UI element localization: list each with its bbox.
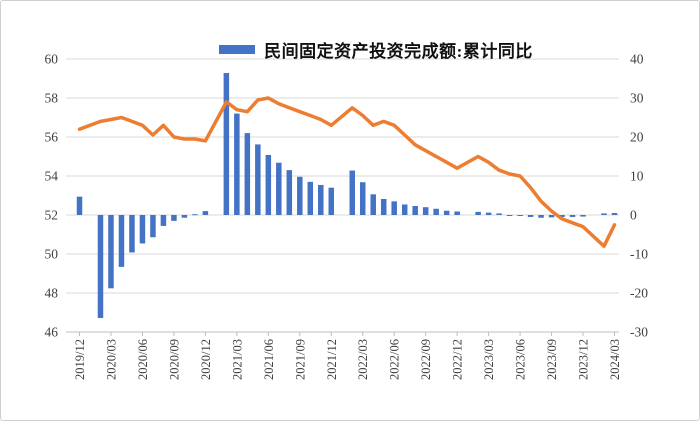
bar [517, 215, 523, 216]
bar [139, 215, 146, 244]
bar [359, 182, 366, 215]
bar [255, 144, 261, 215]
bar [391, 201, 397, 215]
bar [370, 194, 376, 215]
bar [276, 162, 282, 215]
bar [118, 215, 125, 267]
bar [538, 215, 544, 218]
x-tick-label: 2022/12 [451, 339, 465, 380]
bar [318, 184, 324, 215]
bar [129, 215, 135, 253]
bar [223, 73, 230, 215]
bar [192, 214, 198, 216]
bar [244, 133, 251, 215]
x-tick-label: 2020/09 [167, 339, 181, 380]
bar [548, 215, 555, 218]
x-tick-label: 2021/09 [293, 339, 307, 380]
y-tick-label-right: 10 [630, 169, 644, 184]
bar [433, 208, 439, 215]
x-tick-label: 2023/03 [482, 339, 496, 380]
y-tick-label-right: 40 [630, 52, 644, 67]
bar [108, 215, 114, 289]
bar [443, 210, 450, 215]
y-tick-label-right: -20 [630, 286, 648, 301]
x-tick-label: 2022/09 [419, 339, 433, 380]
y-tick-label-left: 54 [45, 169, 59, 184]
x-tick-label: 2021/06 [262, 339, 276, 380]
y-tick-label-right: 0 [630, 208, 637, 223]
x-tick-label: 2022/06 [388, 339, 402, 380]
bar [475, 211, 481, 215]
bar [506, 215, 513, 216]
bar [349, 170, 355, 215]
legend-marker-icon [219, 45, 256, 54]
bar [569, 215, 576, 217]
y-tick-label-right: 30 [630, 91, 644, 106]
bar [97, 215, 104, 318]
x-tick-label: 2020/06 [136, 339, 150, 380]
trend-line [77, 96, 617, 248]
bar [234, 113, 240, 215]
x-tick-label: 2023/12 [577, 339, 591, 380]
bar [580, 215, 586, 217]
bar [181, 215, 188, 218]
bar [559, 215, 565, 217]
bar [265, 154, 272, 215]
y-tick-label-left: 58 [45, 91, 59, 106]
x-tick-label: 2024/03 [608, 339, 622, 380]
bar [412, 206, 418, 215]
x-tick-label: 2021/03 [230, 339, 244, 380]
bar [160, 215, 167, 226]
legend-label: 民间固定资产投资完成额:累计同比 [264, 42, 533, 61]
bar [485, 212, 492, 215]
bar [150, 215, 156, 238]
bar [454, 211, 460, 215]
y-tick-label-left: 60 [45, 52, 59, 67]
y-tick-label-right: -30 [630, 325, 648, 340]
x-tick-label: 2019/12 [73, 339, 87, 380]
bar [422, 207, 429, 215]
x-tick-label: 2020/12 [199, 339, 213, 380]
x-tick-label: 2021/12 [325, 339, 339, 380]
bar [297, 176, 303, 215]
y-tick-label-left: 52 [45, 208, 59, 223]
y-tick-label-left: 50 [45, 247, 59, 262]
x-tick-label: 2020/03 [104, 339, 118, 380]
bar [328, 187, 335, 215]
bar [601, 213, 607, 215]
y-tick-label-right: -10 [630, 247, 648, 262]
bar [171, 215, 177, 221]
x-tick-label: 2023/06 [514, 339, 528, 380]
x-tick-label: 2022/03 [356, 339, 370, 380]
y-tick-label-left: 46 [45, 325, 59, 340]
x-tick-label: 2023/09 [545, 339, 559, 380]
y-tick-label-left: 48 [45, 286, 59, 301]
bar [380, 199, 387, 215]
bar [611, 213, 618, 215]
bar [307, 181, 314, 215]
bar [202, 211, 209, 215]
legend: 民间固定资产投资完成额:累计同比 [27, 37, 699, 62]
bar [401, 204, 408, 215]
y-tick-label-left: 56 [45, 130, 59, 145]
bar [76, 196, 83, 215]
bar [286, 170, 293, 215]
bar [527, 215, 534, 217]
bar [496, 213, 502, 215]
y-tick-label-right: 20 [630, 130, 644, 145]
